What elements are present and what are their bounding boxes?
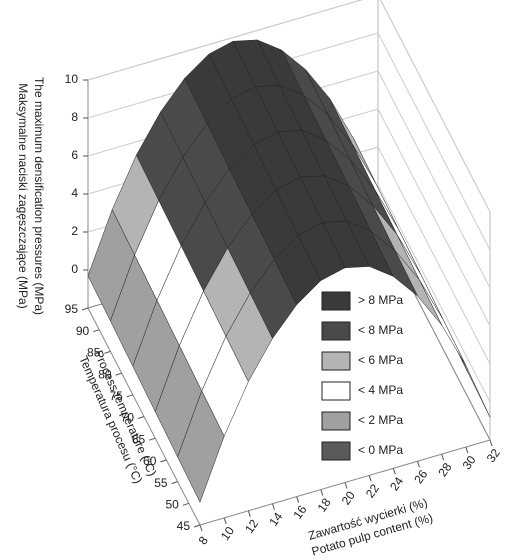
z-tick-label: 6 <box>71 148 78 162</box>
z-title-line: The maximum densification pressures (MPa… <box>32 77 46 315</box>
legend-label: < 2 MPa <box>358 413 403 427</box>
x-tick <box>368 475 372 482</box>
y-tick-label: 90 <box>76 324 90 338</box>
x-tick-label: 26 <box>411 467 430 486</box>
z-tick-label: 8 <box>71 110 78 124</box>
y-tick <box>93 329 100 333</box>
grid-line <box>87 0 491 213</box>
legend-label: < 6 MPa <box>358 353 403 367</box>
surface-cell <box>177 390 225 503</box>
x-tick-label: 16 <box>290 502 309 521</box>
z-title: Maksymalne naciski zagęszczające (MPa) Th… <box>16 77 46 315</box>
x-tick <box>441 454 445 461</box>
x-tick <box>223 517 227 525</box>
legend-swatch <box>321 441 351 461</box>
x-tick <box>320 489 324 496</box>
z-tick-label: 4 <box>71 186 78 200</box>
y-tick <box>182 502 189 506</box>
x-tick-label: 12 <box>242 517 261 536</box>
y-tick <box>81 307 89 311</box>
legend-label: < 0 MPa <box>358 443 403 457</box>
x-tick-label: 8 <box>196 534 211 548</box>
z-tick-label: 10 <box>65 72 79 86</box>
x-tick-label: 24 <box>387 474 406 493</box>
z-title-line: Maksymalne naciski zagęszczające (MPa) <box>16 83 30 308</box>
y-tick <box>115 372 122 376</box>
x-tick-label: 30 <box>460 453 479 472</box>
x-tick <box>272 503 275 510</box>
y-tick-label: 80 <box>98 367 112 381</box>
surface-cell <box>419 279 467 366</box>
x-tick <box>344 482 348 489</box>
y-tick <box>137 416 145 419</box>
x-tick-label: 28 <box>435 460 454 479</box>
y-tick <box>193 524 201 528</box>
y-tick-label: 65 <box>132 432 146 446</box>
legend-label: < 4 MPa <box>358 383 403 397</box>
legend-label: > 8 MPa <box>358 293 403 307</box>
x-tick <box>489 439 493 447</box>
x-tick-label: 20 <box>339 488 358 507</box>
y-tick-label: 45 <box>177 519 191 533</box>
z-tick-label: 0 <box>71 262 78 276</box>
y-tick-label: 60 <box>143 454 157 468</box>
y-tick-label: 85 <box>87 346 101 360</box>
x-tick <box>465 446 469 454</box>
y-tick-label: 50 <box>165 497 179 511</box>
surface-cell <box>394 250 442 326</box>
x-tick <box>417 461 420 468</box>
legend-swatch <box>321 291 351 311</box>
legend-swatch <box>321 411 351 431</box>
y-tick-label: 70 <box>121 411 135 425</box>
y-tick <box>171 481 178 485</box>
y-tick <box>160 459 167 463</box>
y-tick-label: 55 <box>154 476 168 490</box>
x-tick <box>247 510 251 517</box>
legend-swatch <box>321 351 351 371</box>
y-tick <box>149 437 156 441</box>
x-tick-label: 18 <box>315 495 334 514</box>
x-tick-label: 22 <box>363 481 382 500</box>
y-tick <box>104 350 111 354</box>
x-tick <box>296 496 300 503</box>
y-tick-label: 75 <box>109 389 123 403</box>
x-tick <box>199 524 203 532</box>
x-tick <box>392 468 396 475</box>
y-tick <box>126 394 133 398</box>
y-tick-label: 95 <box>65 302 79 316</box>
x-tick-label: 10 <box>218 524 237 543</box>
legend-swatch <box>321 381 351 401</box>
legend-label: < 8 MPa <box>358 323 403 337</box>
legend-swatch <box>321 321 351 341</box>
x-tick-label: 14 <box>266 510 285 529</box>
x-tick-label: 32 <box>484 446 503 465</box>
z-tick-label: 2 <box>71 224 78 238</box>
